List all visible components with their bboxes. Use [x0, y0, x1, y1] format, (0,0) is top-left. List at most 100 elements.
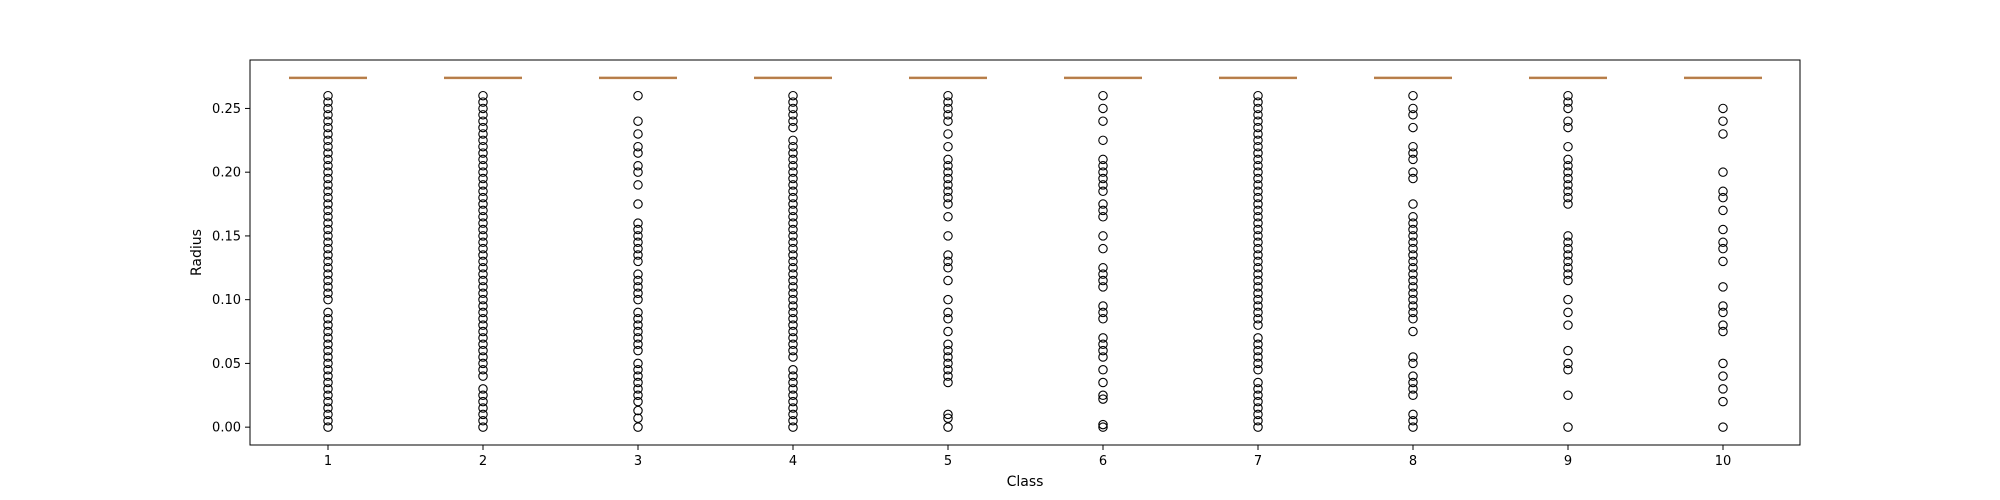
outlier-point: [323, 148, 333, 158]
outlier-point: [323, 352, 333, 362]
outlier-point: [1253, 358, 1263, 369]
outlier-point: [323, 256, 333, 267]
outlier-point: [323, 384, 333, 394]
outlier-point: [1253, 129, 1263, 139]
outlier-point: [788, 148, 798, 158]
outlier-point: [1408, 326, 1418, 337]
outlier-point: [943, 192, 953, 203]
x-axis: 1 2 3 4 5 6 7 8 9 10: [324, 445, 1731, 469]
outlier-point: [478, 422, 488, 432]
outlier-point: [1718, 243, 1728, 254]
outlier-point: [478, 218, 488, 228]
outlier-point: [1718, 237, 1728, 248]
outlier-point: [1563, 320, 1573, 330]
outlier-point: [1408, 103, 1418, 114]
outlier-point: [1563, 250, 1573, 260]
outlier-point: [943, 352, 953, 362]
outlier-point: [788, 173, 798, 184]
outlier-point: [633, 333, 643, 343]
outlier-point: [633, 199, 643, 209]
outlier-point: [478, 90, 488, 101]
outlier-point: [323, 269, 333, 279]
outlier-point: [1098, 339, 1108, 350]
outlier-point: [478, 352, 488, 362]
outlier-point: [323, 377, 333, 388]
outlier-point: [1098, 205, 1108, 216]
outlier-point: [323, 199, 333, 209]
outlier-point: [323, 314, 333, 324]
outlier-point: [1563, 154, 1573, 165]
outlier-point: [788, 416, 798, 426]
outlier-point: [788, 103, 798, 114]
outlier-point: [943, 377, 953, 388]
outlier-point: [943, 110, 953, 120]
outlier-point: [1408, 237, 1418, 248]
y-axis-label: Radius: [189, 229, 205, 276]
outlier-point: [1408, 212, 1418, 222]
outlier-point: [478, 103, 488, 114]
outlier-point: [1563, 231, 1573, 241]
outlier-point: [1098, 212, 1108, 222]
outlier-point: [478, 186, 488, 197]
outlier-point: [1408, 377, 1418, 388]
outlier-point: [943, 90, 953, 101]
outlier-point: [1098, 243, 1108, 254]
outlier-point: [633, 314, 643, 324]
outlier-point: [1253, 205, 1263, 216]
outlier-point: [478, 199, 488, 209]
outlier-point: [323, 135, 333, 146]
outlier-point: [1253, 263, 1263, 273]
outlier-point: [1253, 135, 1263, 146]
x-tick-label: 7: [1254, 454, 1262, 469]
outlier-point: [323, 116, 333, 126]
outlier-point: [1408, 269, 1418, 279]
outlier-point: [1253, 422, 1263, 432]
outlier-point: [1253, 365, 1263, 375]
outlier-point: [788, 224, 798, 235]
outlier-point: [1408, 250, 1418, 260]
outlier-point: [1408, 154, 1418, 165]
outlier-point: [1098, 269, 1108, 279]
outlier-point: [323, 129, 333, 139]
outlier-point: [788, 371, 798, 381]
outlier-point: [1408, 263, 1418, 273]
outlier-point: [1408, 307, 1418, 318]
outlier-point: [943, 339, 953, 350]
outlier-point: [1563, 243, 1573, 254]
outlier-point: [788, 250, 798, 260]
outlier-point: [1408, 90, 1418, 101]
outlier-point: [1253, 320, 1263, 330]
outlier-point: [478, 256, 488, 267]
outlier-point: [788, 282, 798, 292]
x-tick-label: 9: [1564, 454, 1572, 469]
outlier-point: [323, 237, 333, 248]
outlier-point: [1253, 192, 1263, 203]
outlier-point: [478, 167, 488, 177]
y-axis: 0.00 0.05 0.10 0.15 0.20 0.25: [212, 102, 250, 436]
outlier-point: [1408, 314, 1418, 324]
x-tick-label: 1: [324, 454, 332, 469]
outlier-point: [1718, 192, 1728, 203]
outlier-point: [788, 192, 798, 203]
outlier-point: [1563, 103, 1573, 114]
outlier-point: [323, 103, 333, 114]
outlier-point: [1253, 294, 1263, 305]
outlier-point: [788, 90, 798, 101]
outlier-point: [478, 224, 488, 235]
outlier-point: [788, 288, 798, 299]
outlier-point: [1253, 282, 1263, 292]
outlier-point: [943, 154, 953, 165]
outlier-point: [1718, 307, 1728, 318]
outlier-point: [1563, 365, 1573, 375]
outlier-point: [1563, 307, 1573, 318]
outlier-point: [788, 154, 798, 165]
outlier-point: [633, 384, 643, 394]
outlier-point: [1098, 390, 1108, 401]
outlier-point: [323, 365, 333, 375]
outlier-point: [478, 307, 488, 318]
outlier-point: [788, 333, 798, 343]
outlier-point: [943, 307, 953, 318]
outlier-point: [788, 161, 798, 171]
outlier-point: [1408, 224, 1418, 235]
outlier-point: [943, 116, 953, 126]
